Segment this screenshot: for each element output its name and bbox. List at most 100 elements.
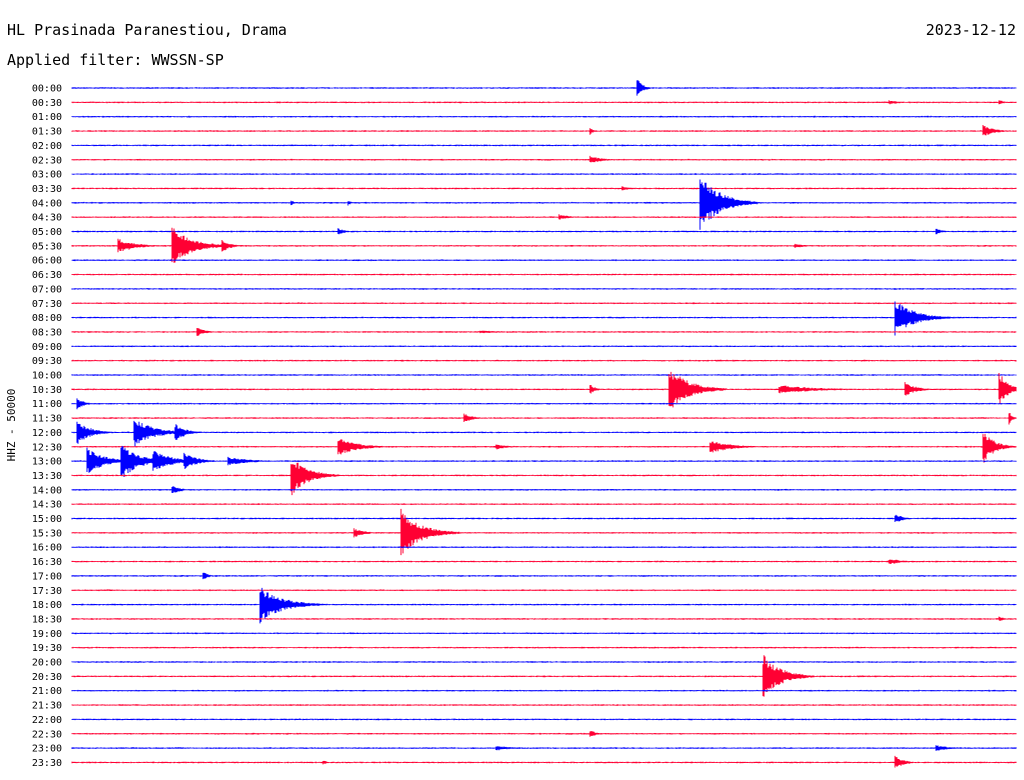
trace-line <box>71 100 1017 105</box>
trace-line <box>71 155 1017 163</box>
time-label: 09:00 <box>32 342 62 353</box>
time-label: 19:30 <box>32 643 62 654</box>
trace-line <box>71 661 1017 663</box>
record-date: 2023-12-12 <box>925 21 1016 39</box>
trace-line <box>71 503 1017 505</box>
time-label: 03:00 <box>32 170 62 181</box>
time-label: 16:30 <box>32 557 62 568</box>
time-label: 03:30 <box>32 184 62 195</box>
filter-label: Applied filter: WWSSN-SP <box>7 51 224 69</box>
trace-line <box>71 173 1017 175</box>
trace-line <box>71 179 1017 230</box>
trace-line <box>71 301 1017 336</box>
trace-line <box>71 587 1017 624</box>
time-label: 04:30 <box>32 213 62 224</box>
time-label: 11:30 <box>32 414 62 425</box>
trace-line <box>71 273 1017 276</box>
time-label: 12:00 <box>32 428 62 439</box>
trace-line <box>71 259 1017 262</box>
time-label: 21:30 <box>32 701 62 712</box>
time-label: 07:00 <box>32 284 62 295</box>
time-label: 22:00 <box>32 715 62 726</box>
time-label: 19:00 <box>32 629 62 640</box>
time-label: 15:00 <box>32 514 62 525</box>
time-label: 15:30 <box>32 528 62 539</box>
time-label: 13:00 <box>32 457 62 468</box>
time-label: 18:00 <box>32 600 62 611</box>
time-label: 02:30 <box>32 155 62 166</box>
trace-line <box>71 486 1017 493</box>
station-title: HL Prasinada Paranestiou, Drama <box>7 21 287 39</box>
trace-line <box>71 80 1017 96</box>
time-label: 05:30 <box>32 241 62 252</box>
trace-line <box>71 328 1017 336</box>
time-label: 06:00 <box>32 256 62 267</box>
time-label: 08:00 <box>32 313 62 324</box>
time-label: 01:30 <box>32 127 62 138</box>
trace-line <box>71 125 1017 136</box>
time-label: 10:00 <box>32 371 62 382</box>
trace-line <box>71 227 1017 263</box>
time-label: 23:00 <box>32 744 62 755</box>
time-label: 00:00 <box>32 84 62 95</box>
trace-line <box>71 446 1017 477</box>
trace-line <box>71 508 1017 556</box>
trace-line <box>71 514 1017 522</box>
time-label: 11:00 <box>32 399 62 410</box>
time-label: 23:30 <box>32 758 62 769</box>
trace-line <box>71 144 1017 147</box>
trace-line <box>71 398 1017 410</box>
trace-line <box>71 689 1017 692</box>
trace-line <box>71 345 1017 348</box>
time-label: 02:00 <box>32 141 62 152</box>
time-label: 14:00 <box>32 485 62 496</box>
trace-line <box>71 420 1017 447</box>
trace-line <box>71 546 1017 549</box>
trace-line <box>71 433 1017 463</box>
channel-label: HHZ - 50000 <box>5 388 18 462</box>
trace-line <box>71 589 1017 592</box>
trace-line <box>71 374 1017 376</box>
time-label: 09:30 <box>32 356 62 367</box>
time-label: 14:30 <box>32 500 62 511</box>
time-label: 04:00 <box>32 198 62 209</box>
time-label: 08:30 <box>32 327 62 338</box>
time-label: 21:00 <box>32 686 62 697</box>
trace-line <box>71 214 1017 220</box>
trace-line <box>71 572 1017 580</box>
time-label: 17:00 <box>32 571 62 582</box>
trace-line <box>71 288 1017 290</box>
time-label: 06:30 <box>32 270 62 281</box>
time-label: 22:30 <box>32 729 62 740</box>
time-label: 20:00 <box>32 658 62 669</box>
trace-line <box>71 462 1017 496</box>
trace-line <box>71 704 1017 706</box>
time-label: 10:30 <box>32 385 62 396</box>
trace-line <box>71 228 1017 235</box>
trace-line <box>71 755 1017 768</box>
trace-line <box>71 413 1017 425</box>
trace-line <box>71 371 1017 408</box>
trace-line <box>71 655 1017 697</box>
time-label: 00:30 <box>32 98 62 109</box>
trace-line <box>71 559 1017 564</box>
trace-line <box>71 718 1017 721</box>
time-label: 12:30 <box>32 442 62 453</box>
trace-line <box>71 186 1017 191</box>
time-label: 13:30 <box>32 471 62 482</box>
trace-line <box>71 646 1017 649</box>
trace-line <box>71 616 1017 621</box>
trace-line <box>71 745 1017 751</box>
trace-line <box>71 632 1017 635</box>
time-label: 17:30 <box>32 586 62 597</box>
time-label: 20:30 <box>32 672 62 683</box>
time-label: 01:00 <box>32 112 62 123</box>
time-label: 05:00 <box>32 227 62 238</box>
time-label: 16:00 <box>32 543 62 554</box>
trace-line <box>71 115 1017 118</box>
trace-line <box>71 731 1017 737</box>
trace-line <box>71 302 1017 305</box>
trace-line <box>71 359 1017 362</box>
